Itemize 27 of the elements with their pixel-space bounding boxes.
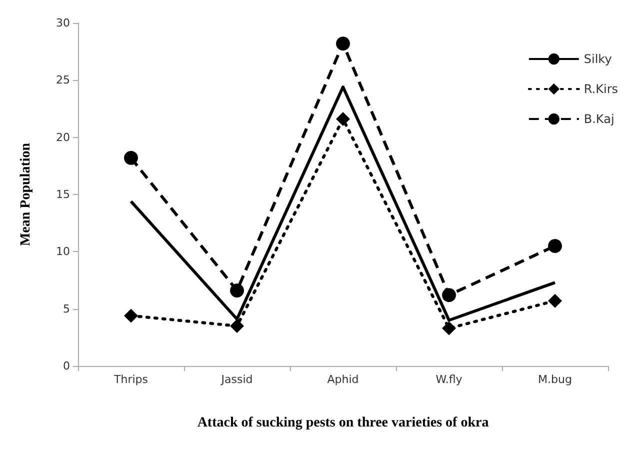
point [548, 294, 562, 308]
point [336, 36, 350, 51]
point [548, 238, 562, 253]
point [230, 318, 244, 333]
y-tick-label: 20 [56, 130, 70, 144]
y-axis-title: Mean Population [18, 142, 34, 246]
x-axis-title: Attack of sucking pests on three varieties of okra [197, 416, 489, 430]
point [442, 288, 456, 302]
point [124, 308, 138, 323]
x-tick-label: M.bug [538, 373, 572, 386]
x-tick-label: Aphid [327, 373, 359, 386]
x-tick-label: Jassid [220, 373, 253, 386]
point [124, 150, 138, 165]
y-tick-label: 15 [56, 188, 70, 201]
y-tick-label: 5 [63, 302, 70, 316]
legend-label: Silky [584, 52, 612, 66]
x-tick-label: W.fly [436, 373, 463, 386]
y-tick-label: 25 [56, 74, 70, 87]
point [336, 112, 350, 126]
legend-label: R.Kirs [584, 82, 618, 96]
x-tick-label: Thrips [113, 373, 148, 386]
y-tick-label: 10 [56, 245, 70, 258]
y-tick-label: 0 [63, 360, 70, 372]
point [230, 284, 244, 298]
y-tick-label: 30 [56, 16, 70, 30]
point [442, 321, 456, 336]
legend-label: B.Kaj [584, 112, 614, 126]
